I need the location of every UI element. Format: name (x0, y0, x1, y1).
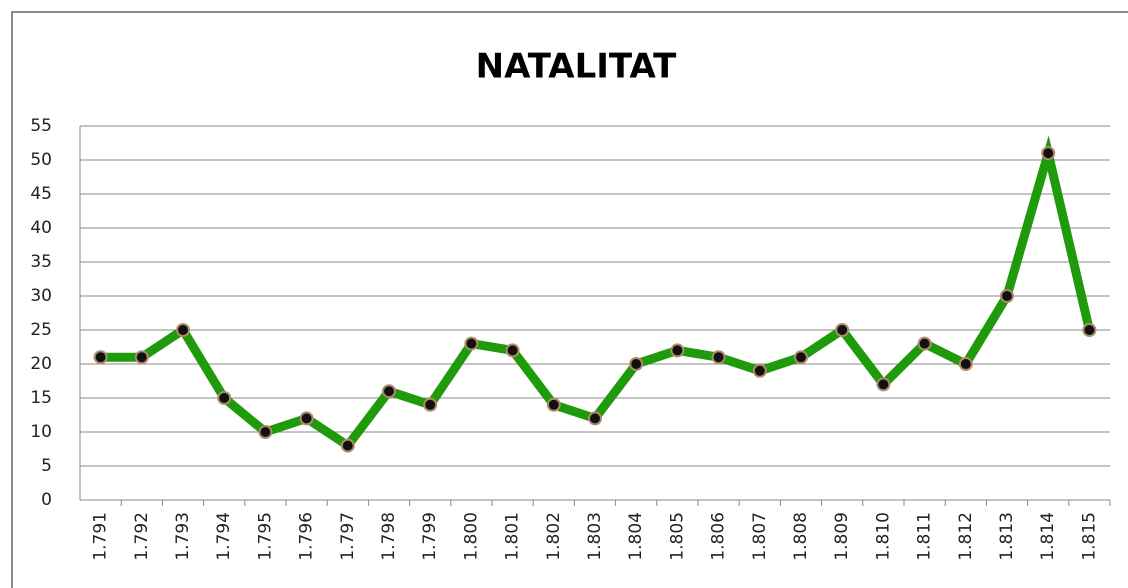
data-point (382, 384, 396, 399)
x-tick-label: 1.805 (667, 512, 687, 561)
x-tick-label: 1.806 (709, 512, 729, 561)
y-tick-label: 20 (30, 354, 52, 374)
x-tick-label: 1.813 (997, 512, 1017, 561)
y-tick-label: 35 (30, 252, 52, 272)
x-tick-label: 1.795 (255, 512, 275, 561)
y-tick-label: 15 (30, 388, 52, 408)
y-tick-label: 10 (30, 422, 52, 442)
data-point (711, 350, 726, 365)
data-point (546, 397, 561, 412)
data-point (340, 438, 355, 453)
x-tick-label: 1.800 (461, 512, 481, 561)
x-tick-label: 1.791 (91, 512, 111, 561)
y-tick-label: 45 (30, 184, 52, 204)
y-tick-label: 30 (30, 286, 52, 306)
x-tick-label: 1.804 (626, 512, 646, 561)
data-point (505, 343, 520, 358)
y-tick-label: 55 (30, 116, 52, 136)
x-tick-label: 1.798 (379, 512, 399, 561)
x-tick-label: 1.811 (915, 512, 935, 561)
y-tick-label: 25 (30, 320, 52, 340)
data-point (217, 391, 232, 405)
data-point (1041, 146, 1056, 161)
x-tick-label: 1.801 (503, 512, 523, 561)
data-point (1082, 323, 1097, 337)
x-tick-label: 1.796 (297, 512, 317, 561)
x-tick-label: 1.807 (750, 512, 770, 561)
data-point (958, 357, 973, 371)
x-tick-label: 1.808 (791, 512, 811, 561)
data-point (629, 357, 644, 371)
data-point (1000, 289, 1014, 303)
chart-title: NATALITAT (476, 47, 678, 87)
data-point (299, 411, 314, 426)
x-tick-label: 1.792 (132, 512, 152, 561)
data-point (588, 411, 602, 426)
data-point (835, 323, 850, 337)
data-point (176, 323, 190, 337)
data-point (917, 336, 932, 351)
data-point (794, 350, 808, 365)
x-tick-label: 1.793 (173, 512, 193, 561)
data-point (752, 363, 767, 378)
data-point (464, 336, 479, 351)
x-tick-label: 1.812 (956, 512, 976, 561)
x-tick-label: 1.815 (1079, 512, 1099, 561)
data-point (258, 425, 273, 439)
x-tick-label: 1.797 (338, 512, 358, 561)
data-point (134, 350, 149, 365)
x-tick-label: 1.794 (214, 512, 234, 561)
data-point (93, 350, 108, 365)
x-tick-label: 1.810 (873, 512, 893, 561)
x-tick-label: 1.809 (832, 512, 852, 561)
data-point (876, 377, 891, 392)
x-tick-label: 1.803 (585, 512, 605, 561)
x-tick-label: 1.814 (1038, 512, 1058, 561)
chart-frame (11, 11, 1128, 588)
data-point (670, 343, 685, 358)
y-tick-label: 0 (41, 490, 52, 510)
y-tick-label: 5 (41, 456, 52, 476)
x-tick-label: 1.802 (544, 512, 564, 561)
data-point (423, 397, 438, 412)
y-tick-label: 50 (30, 150, 52, 170)
x-tick-label: 1.799 (420, 512, 440, 561)
y-tick-label: 40 (30, 218, 52, 238)
